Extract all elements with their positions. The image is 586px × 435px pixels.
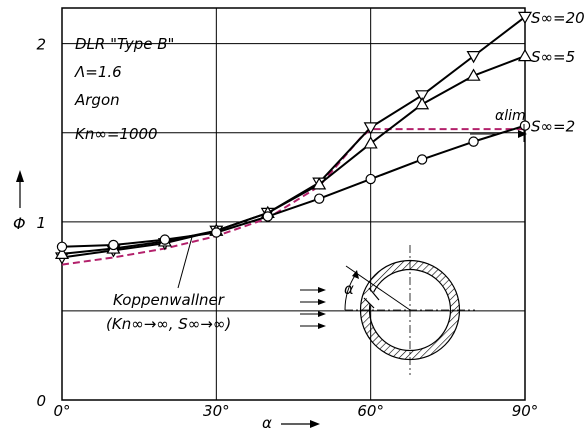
y-tick-label-0: 0 [36,392,46,410]
series-0-point-7 [415,90,430,103]
series-1-point-7 [415,97,430,110]
annotation-alpha-lim: αlim [495,108,526,124]
series-labels: S∞=20 S∞=5 S∞=2 [531,9,585,136]
series-0-point-8 [466,51,481,64]
series-2-point-9 [519,120,531,131]
y-tick-label-1: 1 [36,214,46,232]
annotation-lambda: Λ=1.6 [74,63,122,81]
grid [62,8,525,400]
series-1-point-9 [517,48,533,62]
series-1-point-0 [54,246,70,259]
flow-arrows [300,287,326,329]
x-tick-label-1: 30° [203,402,230,420]
inset-alpha-label: α [344,280,354,298]
series-2-point-4 [262,211,273,222]
y-axis-label: Φ [13,214,26,233]
series-2-point-7 [416,154,428,165]
x-axis-arrow [281,420,320,428]
x-axis-label: α [262,414,272,432]
x-tick-label-3: 90° [512,402,539,420]
series-lines [54,11,533,266]
y-axis-arrow [16,170,24,208]
series-label-2: S∞=2 [531,118,575,136]
series-line-2 [61,124,526,248]
series-2-point-0 [56,241,68,252]
x-tick-label-0: 0° [53,402,70,420]
series-0-point-6 [363,122,378,135]
series-2-point-3 [211,227,222,238]
annotation-model: DLR "Type B" [75,35,174,53]
series-1-point-6 [363,136,378,149]
series-0-point-9 [517,11,533,25]
series-1-point-5 [312,177,327,190]
series-2-point-5 [314,193,325,204]
series-2-point-1 [108,239,119,251]
tick-labels: 0° 30° 60° 90° 0 1 2 [36,36,538,420]
plot-frame [61,7,526,401]
series-label-1: S∞=5 [531,48,575,66]
series-line-1 [61,55,526,255]
series-2 [56,120,531,252]
alpha-lim-arrow [470,124,527,142]
series-1 [54,48,533,259]
koppenwallner-leader [177,236,193,289]
series-2-point-8 [468,136,479,147]
annotation-koppenwallner-limits: (Kn∞→∞, S∞→∞) [106,315,231,333]
y-tick-label-2: 2 [36,36,46,54]
cylinder-inset [344,245,475,375]
series-label-0: S∞=20 [531,9,585,27]
annotation-knudsen: Kn∞=1000 [75,125,158,143]
x-tick-label-2: 60° [357,402,384,420]
series-2-point-2 [159,234,171,245]
series-1-point-8 [466,68,481,81]
series-2-point-6 [365,173,376,185]
annotation-koppenwallner: Koppenwallner [113,291,225,309]
annotation-gas: Argon [74,91,120,109]
